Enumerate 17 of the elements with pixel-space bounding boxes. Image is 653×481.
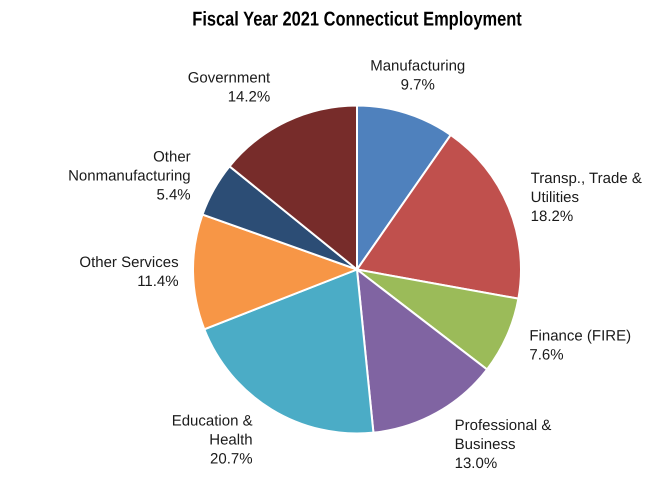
chart-title: Fiscal Year 2021 Connecticut Employment: [192, 6, 522, 30]
data-label: 11.4%: [137, 272, 179, 290]
data-label: 9.7%: [400, 76, 435, 94]
data-label: 13.0%: [454, 455, 498, 472]
slice-label: Education & Health: [172, 412, 253, 448]
data-label: 7.6%: [529, 346, 564, 364]
slice-label: Other Nonmanufacturing: [68, 148, 191, 184]
slice-label: Other Services: [79, 254, 179, 271]
slice-label: Finance (FIRE): [529, 328, 632, 344]
data-label: 20.7%: [210, 450, 253, 468]
slice-label: Transp., Trade & Utilities: [530, 170, 642, 206]
data-label: 14.2%: [228, 88, 270, 106]
slice-label: Professional & Business: [454, 417, 552, 454]
slice-label: Government: [188, 69, 272, 86]
slice-label: Manufacturing: [370, 58, 466, 75]
data-label: 18.2%: [530, 208, 574, 225]
data-label: 5.4%: [156, 186, 191, 204]
